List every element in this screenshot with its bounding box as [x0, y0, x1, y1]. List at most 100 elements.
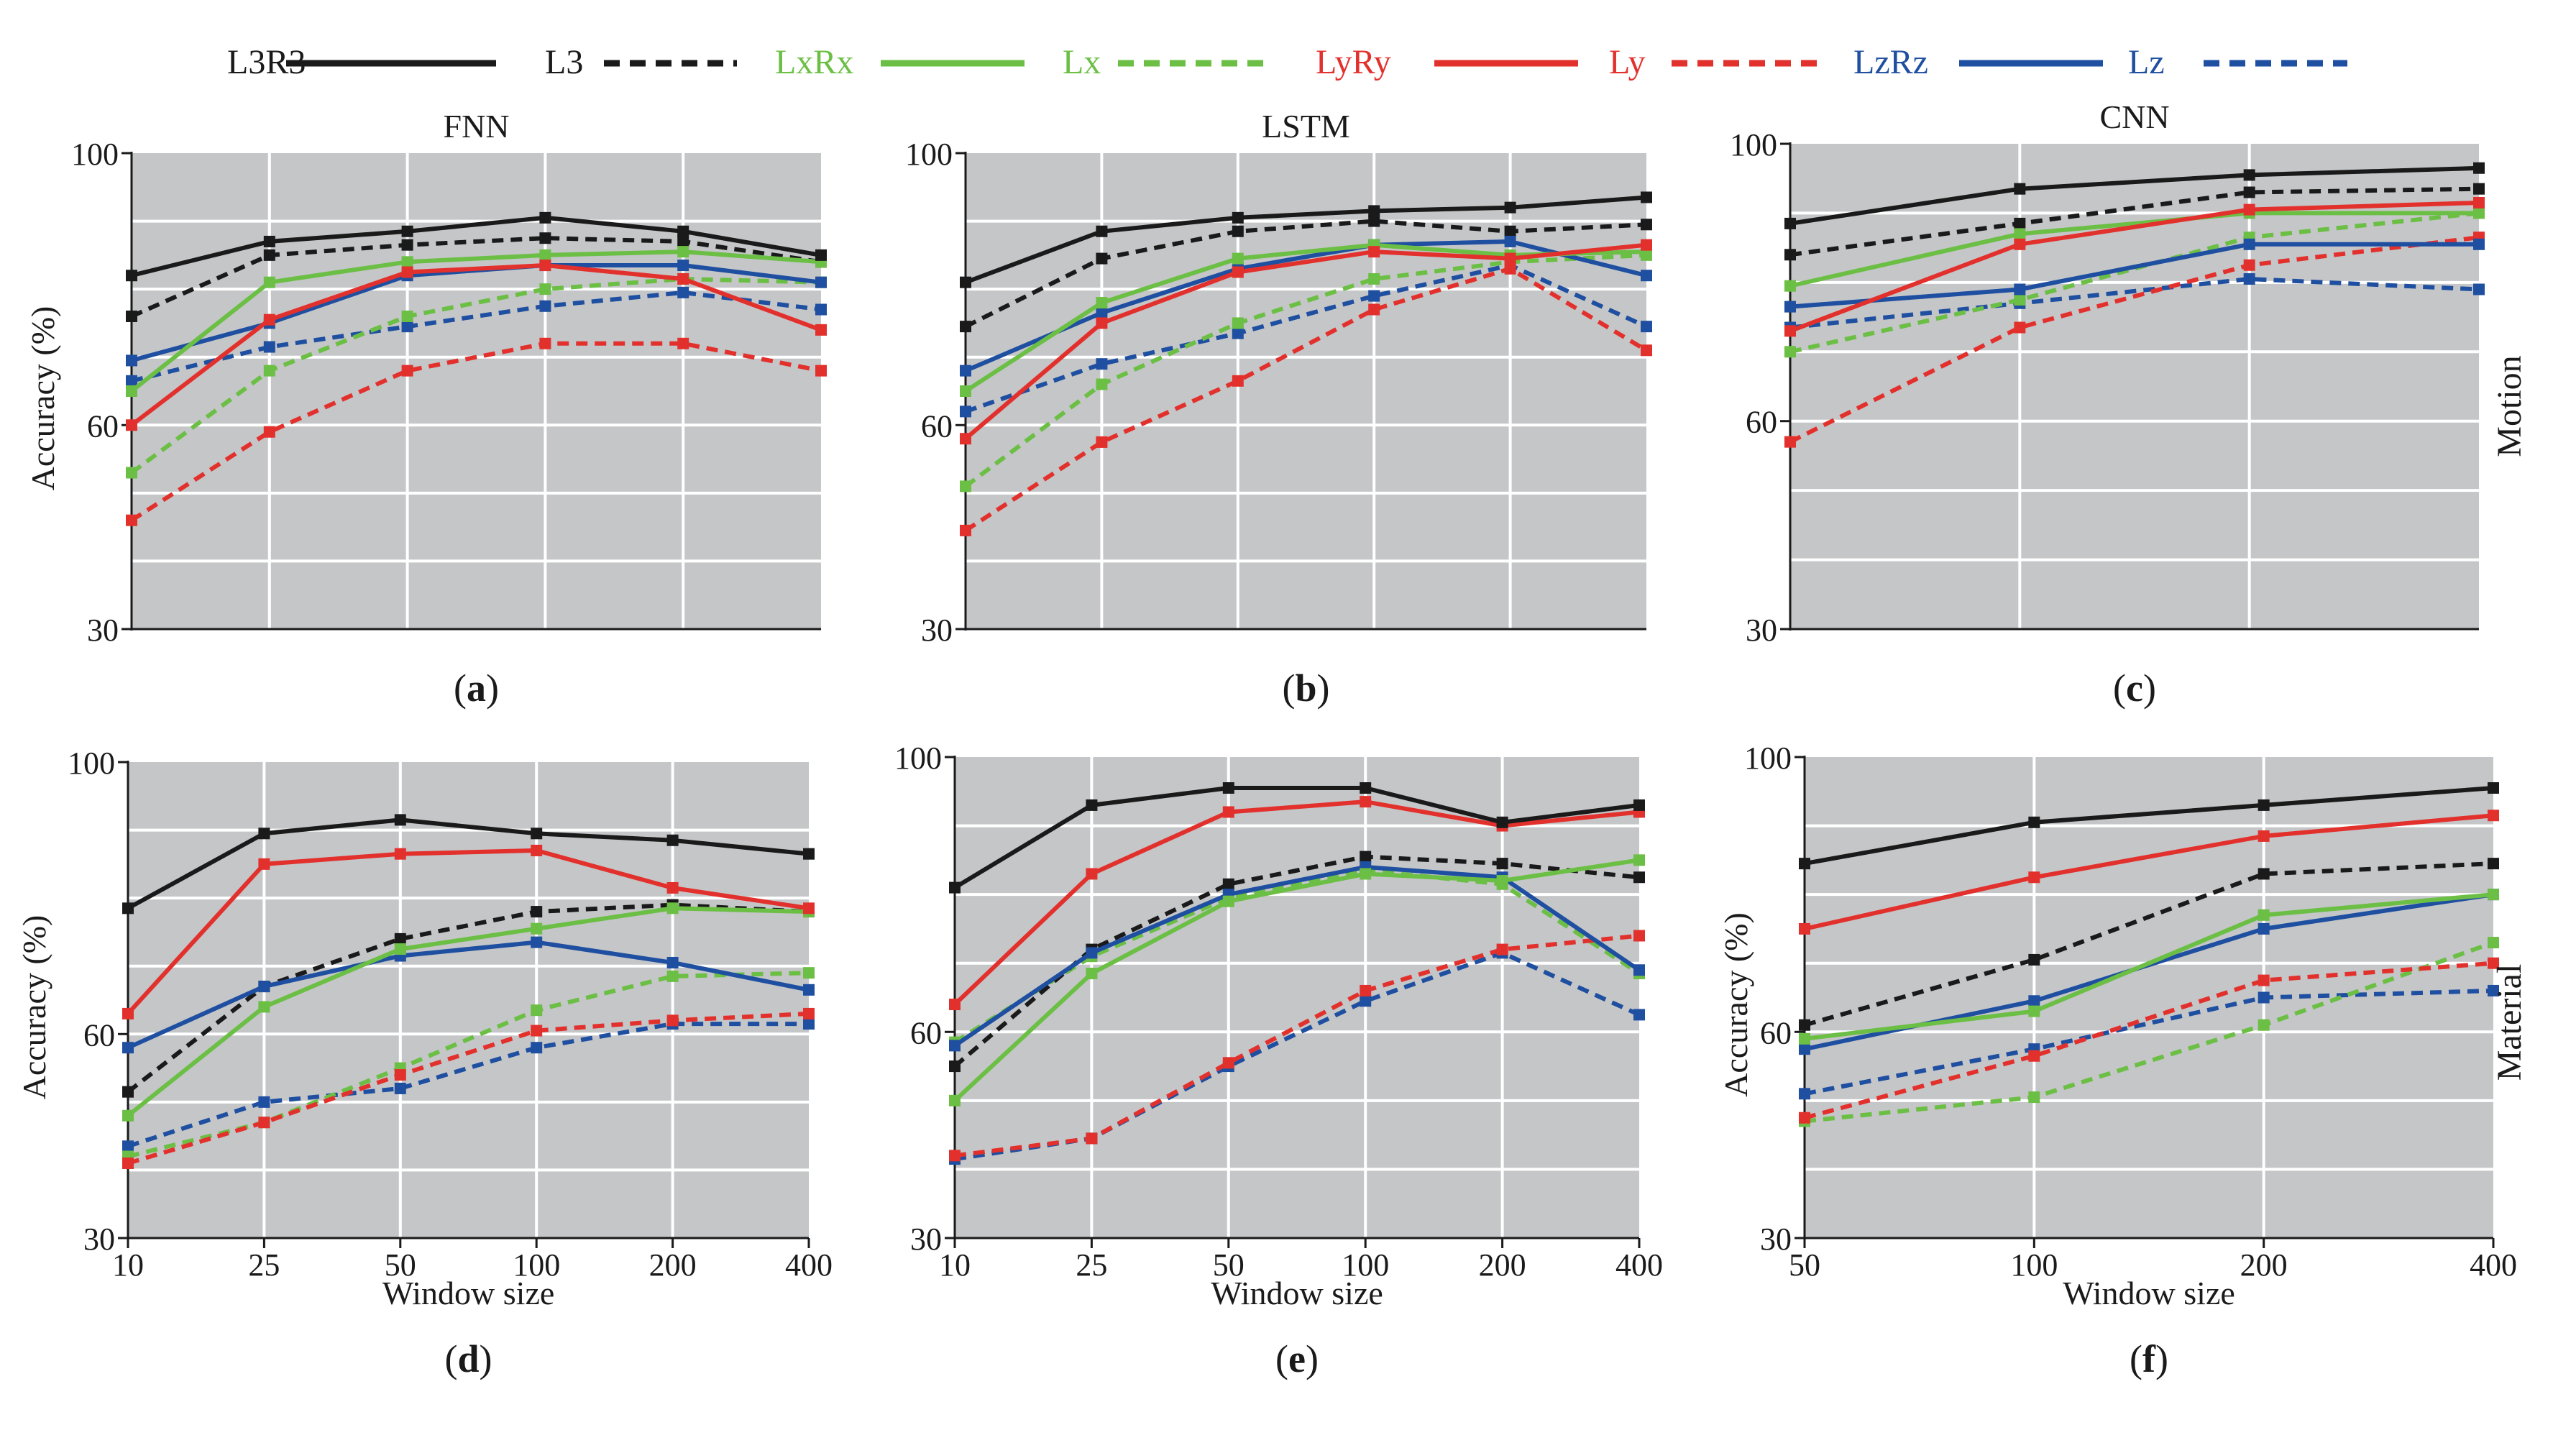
data-point-lx [2258, 1019, 2270, 1031]
data-point-lzrz [1784, 301, 1796, 313]
data-point-ly [2258, 974, 2270, 986]
x-tick-label: 200 [2240, 1247, 2288, 1283]
data-point-l3r3 [258, 828, 270, 840]
legend: L3R3 L3 LxRx Lx LyRy Ly LzRz Lz [227, 43, 2347, 81]
data-point-l3r3 [1799, 858, 1810, 870]
panel-title: LSTM [1262, 108, 1350, 145]
data-point-lyry [2014, 238, 2026, 250]
x-tick-label: 100 [1342, 1247, 1389, 1283]
data-point-l3r3 [1360, 782, 1372, 794]
series-line-lz [127, 1022, 809, 1149]
data-point-lyry [401, 266, 413, 278]
data-point-ly [1496, 943, 1508, 955]
data-point-l3r3 [1496, 816, 1508, 828]
data-point-lxrx [2258, 909, 2270, 921]
x-axis-label: Window size [382, 1275, 555, 1311]
data-point-lz [394, 1082, 406, 1094]
series-line-lzrz [953, 864, 1641, 1048]
data-point-l3r3 [1641, 191, 1652, 203]
data-point-lzrz [815, 276, 827, 288]
y-tick-label: 100 [905, 137, 953, 172]
panel-f: 30 60 100 50 100 200 400 Accuracy (%) Window siz… [1718, 741, 2517, 1380]
data-point-lz [531, 1042, 543, 1054]
data-point-l3 [677, 235, 689, 247]
series-line-lz [965, 263, 1648, 414]
x-tick-label: 100 [2010, 1247, 2058, 1283]
panel-title: CNN [2099, 98, 2169, 135]
y-tick-label: 30 [83, 1222, 115, 1257]
data-point-lyry [2488, 810, 2499, 822]
data-point-lyry [960, 433, 971, 445]
data-point-lx [401, 310, 413, 322]
y-tick-label: 30 [87, 613, 119, 648]
series-line-lz [1804, 988, 2494, 1096]
data-point-l3r3 [960, 276, 971, 288]
data-point-ly [1232, 375, 1244, 387]
y-tick-label: 30 [910, 1222, 942, 1257]
data-point-l3r3 [803, 848, 815, 860]
data-point-lx [2028, 1091, 2040, 1104]
data-point-lzrz [122, 1042, 134, 1054]
data-point-lxrx [1496, 875, 1508, 887]
y-tick-label: 60 [1760, 1015, 1792, 1050]
y-tick-label: 60 [83, 1017, 115, 1053]
series-line-lxrx [127, 906, 810, 1118]
data-point-lxrx [126, 385, 137, 397]
x-tick-label: 50 [385, 1247, 416, 1283]
series-line-lxrx [130, 249, 822, 393]
series-line-lyry [130, 263, 822, 427]
data-point-lxrx [394, 943, 406, 955]
data-point-lyry [1784, 325, 1796, 337]
legend-label-lz: Lz [2128, 43, 2165, 81]
data-point-l3r3 [677, 225, 689, 237]
data-point-lyry [2258, 830, 2270, 842]
legend-label-lx: Lx [1063, 43, 1101, 81]
data-point-lzrz [126, 354, 137, 367]
data-point-l3 [1799, 1019, 1810, 1031]
data-point-lxrx [1096, 297, 1108, 309]
data-point-lxrx [1799, 1032, 1810, 1045]
data-point-ly [666, 1014, 679, 1027]
data-point-l3r3 [1633, 799, 1645, 811]
panel-b: 30 60 100 LSTM (b) [905, 108, 1652, 710]
data-point-l3r3 [2258, 799, 2270, 811]
data-point-lxrx [2014, 228, 2026, 240]
series-line-lyry [1804, 813, 2494, 931]
series-line-lyry [964, 242, 1647, 441]
data-point-ly [949, 1150, 961, 1162]
data-point-lzrz [2028, 995, 2040, 1007]
data-point-ly [1504, 262, 1516, 275]
series-line-lx [1789, 211, 2480, 354]
data-point-lx [1368, 272, 1380, 285]
panel-caption: (a) [454, 666, 499, 710]
panel-e: 30 60 100 10 25 50 100 200 400 Window size (e) [894, 741, 1663, 1380]
data-point-lyry [1799, 922, 1810, 935]
data-point-lxrx [401, 256, 413, 268]
data-point-l3r3 [2028, 816, 2040, 828]
data-point-l3 [531, 906, 543, 918]
data-point-lzrz [2243, 238, 2255, 250]
data-point-ly [258, 1117, 270, 1129]
data-point-ly [1784, 436, 1796, 448]
data-point-l3r3 [401, 225, 413, 237]
data-point-l3r3 [122, 902, 134, 915]
data-point-lz [815, 303, 827, 316]
data-point-lxrx [2028, 1005, 2040, 1017]
data-point-lz [263, 341, 275, 353]
series-line-ly [964, 266, 1648, 533]
data-point-l3r3 [531, 828, 543, 840]
data-point-lz [803, 1018, 815, 1030]
plot-area [1790, 144, 2479, 629]
data-point-ly [263, 426, 275, 438]
data-point-lx [2014, 293, 2026, 306]
data-point-lzrz [949, 1040, 961, 1052]
plot-area [132, 153, 821, 629]
data-point-l3 [401, 239, 413, 251]
y-axis-label: Accuracy (%) [16, 915, 52, 1100]
data-point-l3r3 [263, 235, 275, 247]
panel-caption: (b) [1282, 666, 1329, 710]
y-tick-label: 100 [894, 741, 942, 776]
panel-a: 30 60 100 FNN Accuracy (%) (a) [24, 108, 827, 710]
data-point-lyry [263, 313, 275, 326]
data-point-l3 [1368, 215, 1380, 227]
